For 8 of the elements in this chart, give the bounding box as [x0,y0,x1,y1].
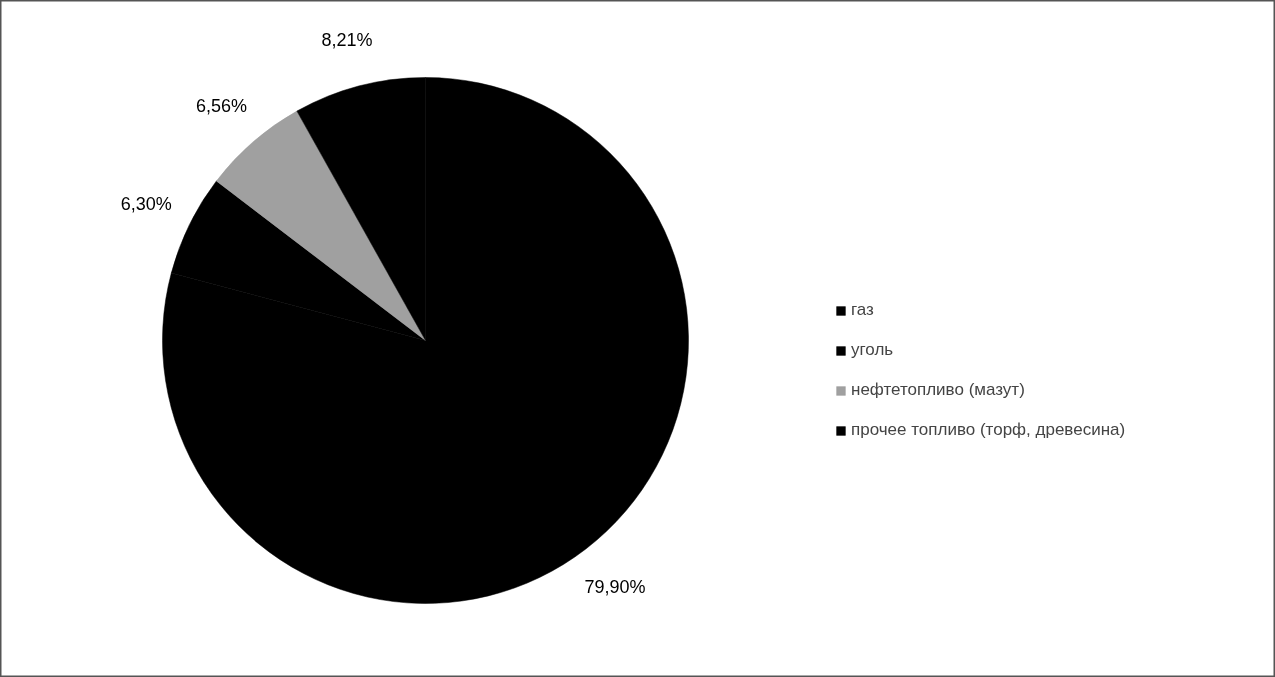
legend-label: прочее топливо (торф, древесина) [851,420,1126,440]
data-label: 6,30% [120,193,172,214]
legend-label: нефтетопливо (мазут) [851,380,1025,400]
legend-label: уголь [851,340,894,360]
data-label: 6,56% [196,95,248,116]
data-label: 8,21% [321,29,373,50]
legend-label: газ [851,300,874,320]
data-label: 79,90% [584,577,646,598]
